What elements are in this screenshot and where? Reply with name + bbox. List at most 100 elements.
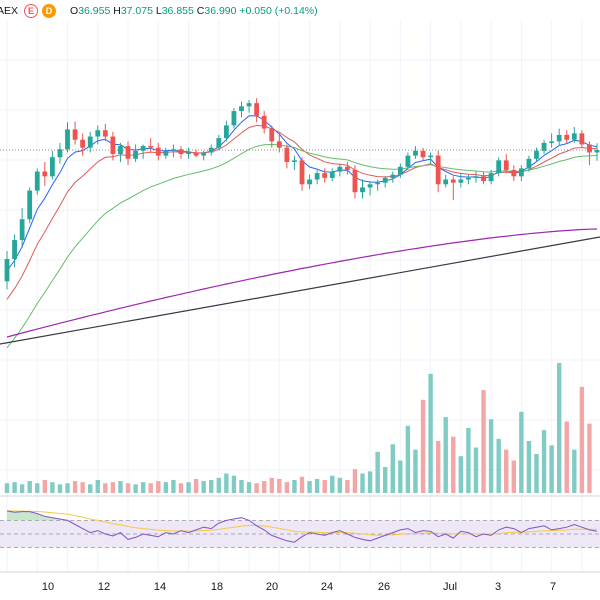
exchange-badge[interactable]: E: [24, 4, 39, 18]
volume-bar: [556, 363, 562, 493]
volume-bar: [307, 481, 312, 493]
candle-body: [382, 177, 388, 183]
candle: [254, 98, 260, 123]
candle: [503, 154, 509, 174]
candle-body: [458, 179, 464, 183]
candle: [163, 147, 169, 159]
volume-bar: [246, 482, 252, 493]
volume-bar: [504, 449, 509, 493]
volume-bar: [360, 473, 365, 493]
candle-body: [284, 147, 290, 162]
volume-bar: [314, 478, 320, 493]
candle: [4, 251, 10, 290]
candles[interactable]: [4, 98, 600, 290]
volume-bar: [299, 476, 305, 493]
candle-body: [307, 179, 312, 185]
candle: [322, 168, 328, 183]
candle: [549, 133, 555, 148]
volume-bar: [4, 483, 10, 493]
candle: [413, 146, 418, 159]
volume-bar: [572, 449, 577, 493]
volume-bar: [375, 451, 380, 493]
candle-body: [292, 160, 297, 162]
candle: [488, 169, 494, 185]
candle-body: [80, 139, 86, 148]
candle-body: [171, 149, 176, 151]
candle-body: [178, 149, 184, 155]
candle: [42, 162, 48, 186]
volume-bar: [156, 481, 161, 493]
candle-body: [420, 150, 426, 158]
candle: [329, 168, 335, 182]
candle: [246, 99, 252, 113]
candle-body: [322, 173, 328, 178]
volume-bar: [420, 399, 426, 493]
candle-body: [594, 150, 600, 153]
ma-mid-line: [6, 124, 598, 300]
candle: [481, 171, 486, 185]
candle-body: [12, 239, 17, 260]
candle: [556, 128, 562, 147]
candle: [526, 155, 532, 172]
candle: [201, 150, 207, 161]
x-axis-label: Jul: [443, 581, 457, 593]
x-axis-label: 20: [266, 581, 278, 593]
candle: [118, 142, 123, 162]
low-label: L: [155, 5, 162, 17]
volume-bar: [337, 477, 343, 493]
candle: [314, 169, 320, 185]
x-axis-label: 7: [550, 581, 556, 593]
candle-body: [496, 160, 502, 174]
volume-bar: [163, 482, 169, 493]
symbol-name[interactable]: AEX: [0, 5, 19, 17]
symbol-header: AEX E D O36.955 H37.075 L36.855 C36.990 …: [0, 2, 318, 20]
volume-bar: [345, 480, 350, 493]
delayed-badge[interactable]: D: [42, 4, 57, 18]
candle: [80, 133, 86, 156]
candle-body: [511, 169, 517, 177]
candle: [579, 130, 585, 148]
volume-bar: [534, 454, 539, 493]
candle-body: [110, 136, 116, 155]
candle: [87, 131, 93, 153]
candle-body: [488, 173, 494, 182]
volume-bar: [88, 484, 93, 493]
x-axis-label: 24: [321, 581, 333, 593]
high-label: H: [113, 5, 121, 17]
candle-body: [571, 133, 577, 140]
candle-body: [466, 177, 471, 180]
candle: [443, 174, 449, 188]
volume-bar: [201, 481, 206, 493]
volume-bar: [35, 483, 40, 493]
candle-body: [246, 103, 252, 107]
candle-body: [534, 150, 539, 159]
candle-body: [435, 155, 441, 185]
candle: [193, 149, 199, 158]
candle: [587, 141, 592, 166]
candle: [382, 176, 388, 188]
candle-body: [208, 147, 214, 153]
time-axis[interactable]: 10 12 14 18 20 24 26 Jul 3 7: [42, 581, 556, 593]
candle: [496, 157, 502, 177]
rsi-overbought-fill: [7, 510, 76, 521]
candle: [435, 150, 441, 193]
volume-bar: [216, 477, 221, 493]
rsi-pane[interactable]: [0, 510, 600, 548]
volume-bar: [42, 480, 48, 493]
volume-bar: [50, 482, 55, 493]
candle: [276, 134, 282, 153]
candle-body: [450, 179, 456, 183]
candle-body: [201, 152, 207, 156]
candle: [27, 187, 33, 224]
trend-line: [0, 236, 600, 345]
volume-bar: [519, 411, 524, 493]
candle: [102, 123, 108, 142]
candle: [307, 174, 312, 190]
candle-body: [329, 171, 335, 178]
high-value: 37.075: [120, 5, 153, 17]
candle-body: [155, 147, 161, 156]
volume-bar: [209, 480, 214, 493]
candle-body: [223, 125, 229, 139]
candle-body: [49, 157, 55, 177]
